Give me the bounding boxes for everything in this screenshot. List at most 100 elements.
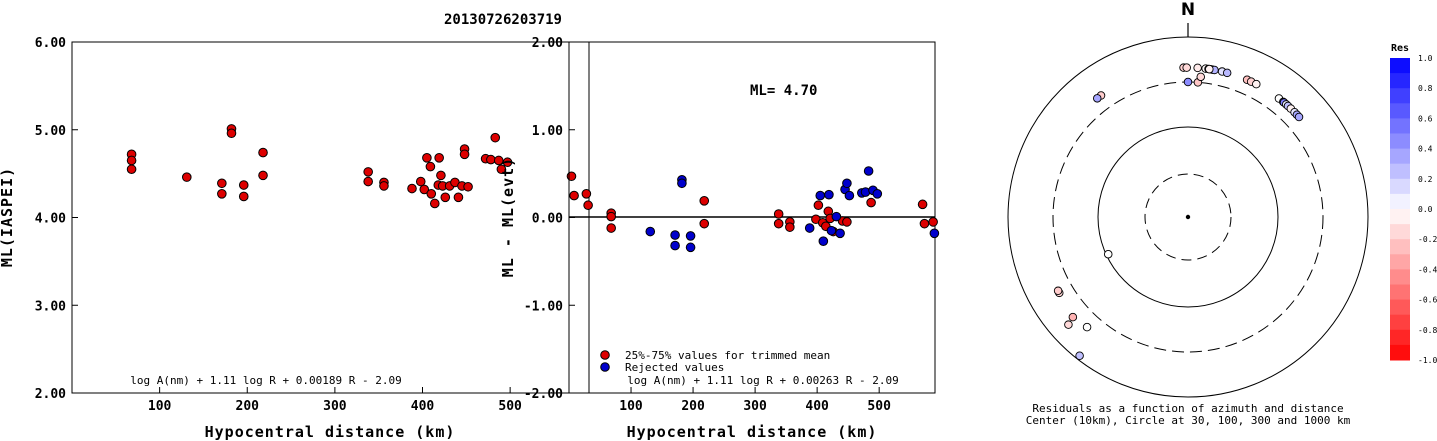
residual-colorbar: Res 1.0 0.8 0.6 0.4 0.2 0.0 -0.2 -0.4 -0.6 -0.8 -1… <box>1390 43 1437 365</box>
colorbar-cell <box>1390 344 1410 361</box>
panel2-x-ticks: 100 200 300 400 500 <box>619 387 891 414</box>
panel1-formula: log A(nm) + 1.11 log R + 0.00189 R - 2.0… <box>130 374 402 387</box>
panel1-point <box>434 153 444 163</box>
panel1-point <box>581 189 592 199</box>
panel1-point <box>238 180 249 190</box>
colorbar-cell <box>1390 224 1410 240</box>
panel2-point-rejected <box>826 225 837 236</box>
panel1-point <box>363 176 373 187</box>
polar-point <box>1068 312 1078 322</box>
panel2-y-tick-label: 1.00 <box>532 124 563 139</box>
colorbar-tick-label: 0.2 <box>1418 175 1433 184</box>
colorbar-cell <box>1390 133 1410 150</box>
panel2-point-rejected <box>685 242 696 253</box>
panel2-point-rejected <box>670 230 680 240</box>
panel1-point <box>217 178 227 189</box>
panel1-point <box>379 181 389 191</box>
panel1-point <box>429 198 440 209</box>
panel2-point-rejected <box>844 190 855 201</box>
panel1-x-ticks: 100 200 300 400 500 <box>148 387 522 414</box>
polar-points <box>1053 63 1304 360</box>
colorbar-cell <box>1390 254 1410 270</box>
colorbar-tick-label: 0.6 <box>1418 114 1433 123</box>
panel2-x-tick-label: 500 <box>867 399 891 414</box>
panel1-point <box>258 170 268 181</box>
ring-100km <box>1097 126 1279 308</box>
panel2-point-trimmed <box>866 197 876 208</box>
panel-ml-vs-distance: 2.00 3.00 4.00 5.00 6.00 100 200 300 400 500 log… <box>0 36 593 441</box>
polar-point <box>1252 79 1261 89</box>
panel1-y-ticks: 2.00 3.00 4.00 5.00 6.00 <box>35 36 78 402</box>
colorbar-cell <box>1390 299 1410 316</box>
panel2-point-rejected <box>824 189 834 200</box>
polar-point <box>1294 112 1304 122</box>
colorbar-cell <box>1390 73 1410 89</box>
panel1-x-axis-label: Hypocentral distance (km) <box>205 423 456 441</box>
figure-title: 20130726203719 <box>444 12 562 28</box>
colorbar-cell <box>1390 193 1410 210</box>
colorbar-cell <box>1390 103 1410 119</box>
panel2-point-rejected <box>677 178 687 189</box>
panel1-point <box>490 132 501 143</box>
panel1-point <box>502 157 513 168</box>
panel2-point-rejected <box>842 178 852 189</box>
panel1-y-tick-label: 4.00 <box>35 212 66 227</box>
panel1-y-tick-label: 3.00 <box>35 299 66 314</box>
colorbar-title: Res <box>1391 43 1409 54</box>
panel2-point-rejected <box>929 228 940 239</box>
panel2-point-trimmed <box>813 200 824 211</box>
colorbar-tick-label: 1.0 <box>1418 54 1433 63</box>
colorbar-cell <box>1390 209 1410 225</box>
panel1-point <box>181 172 192 182</box>
panel2-point-trimmed <box>606 223 616 233</box>
polar-point <box>1082 322 1092 332</box>
colorbar-cell <box>1390 314 1410 331</box>
north-label: N <box>1181 0 1195 20</box>
polar-point <box>1205 64 1214 74</box>
colorbar-tick-label: -0.4 <box>1418 265 1437 274</box>
colorbar-tick-label: -1.0 <box>1418 356 1437 365</box>
panel1-y-tick-label: 6.00 <box>35 36 66 51</box>
colorbar-cell <box>1390 269 1410 285</box>
panel1-point <box>419 184 430 195</box>
panel1-point <box>569 190 579 201</box>
panel2-point-trimmed <box>699 218 710 229</box>
panel2-x-tick-label: 400 <box>805 399 829 414</box>
legend-label-rejected: Rejected values <box>625 361 724 374</box>
panel2-y-ticks: -2.00 -1.00 0.00 1.00 2.00 <box>524 36 575 402</box>
panel2-point-trimmed <box>919 218 930 229</box>
panel1-point <box>217 189 227 199</box>
polar-point <box>1193 63 1202 73</box>
colorbar-tick-label: 0.0 <box>1418 205 1433 214</box>
ring-1000km <box>1007 36 1369 398</box>
panel2-legend: 25%-75% values for trimmed mean Rejected… <box>600 349 830 374</box>
colorbar-cell <box>1390 178 1410 195</box>
colorbar-cell <box>1390 118 1410 134</box>
panel2-x-tick-label: 300 <box>743 399 767 414</box>
panel2-point-trimmed <box>606 211 616 222</box>
colorbar-cell <box>1390 58 1410 74</box>
panel2-point-trimmed <box>773 218 784 229</box>
panel2-point-rejected <box>872 189 883 199</box>
panel2-point-trimmed <box>699 196 710 206</box>
polar-point <box>1093 94 1102 103</box>
panel2-y-tick-label: -1.00 <box>524 299 563 314</box>
colorbar-cell <box>1390 329 1410 346</box>
panel1-point <box>426 189 437 199</box>
panel1-point <box>126 155 137 166</box>
panel2-point-rejected <box>818 236 829 246</box>
panel2-x-tick-label: 100 <box>619 399 643 414</box>
panel1-y-tick-label: 5.00 <box>35 124 66 139</box>
panel1-point <box>496 164 507 175</box>
panel1-point <box>425 161 436 172</box>
panel1-point <box>463 181 473 192</box>
polar-point <box>1222 68 1232 78</box>
panel2-y-tick-label: -2.00 <box>524 387 563 402</box>
colorbar-tick-label: -0.6 <box>1418 296 1437 305</box>
panel2-y-tick-label: 2.00 <box>532 36 563 51</box>
panel1-point <box>436 170 446 181</box>
panel2-points <box>606 166 940 253</box>
colorbar-cell <box>1390 148 1410 165</box>
panel2-point-rejected <box>815 190 826 201</box>
